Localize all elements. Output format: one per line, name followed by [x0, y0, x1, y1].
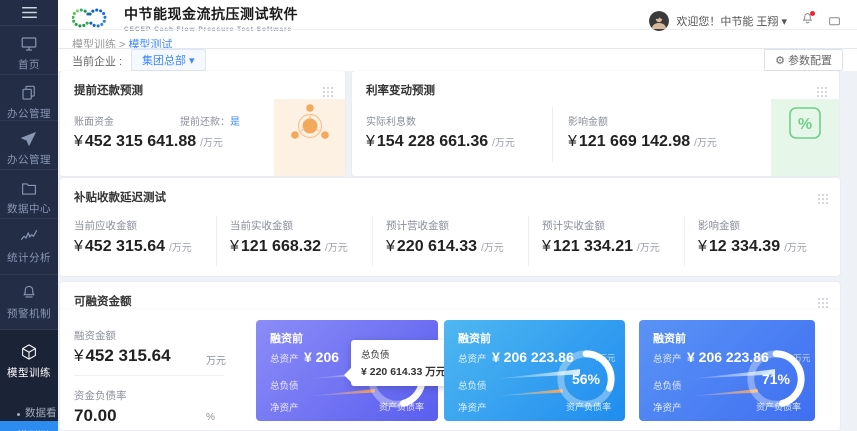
- svg-text:%: %: [798, 116, 812, 133]
